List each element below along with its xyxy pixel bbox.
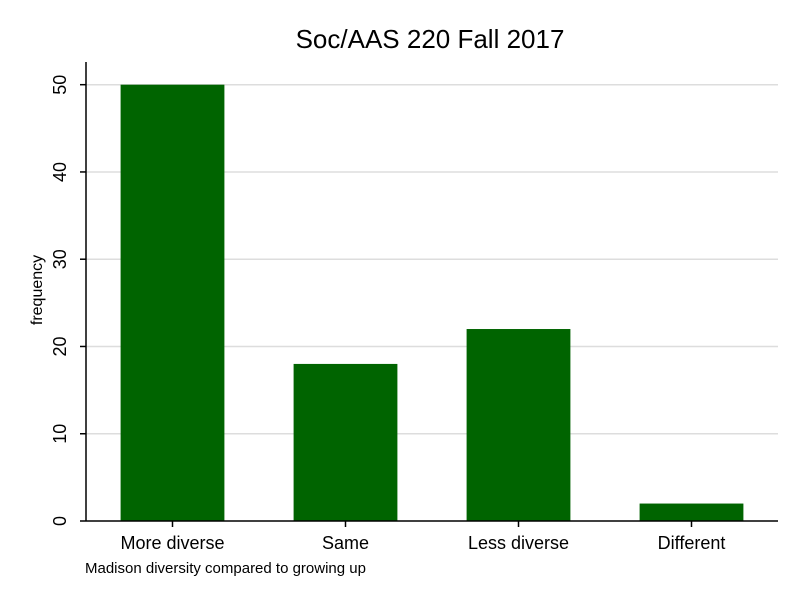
bar-less-diverse <box>466 329 571 521</box>
y-tick-label: 40 <box>50 162 70 182</box>
x-category-label: Different <box>658 533 726 553</box>
chart-title: Soc/AAS 220 Fall 2017 <box>296 24 565 54</box>
y-axis-title: frequency <box>29 255 46 325</box>
y-tick-label: 20 <box>50 336 70 356</box>
bar-more-diverse <box>120 84 225 522</box>
y-tick-label: 10 <box>50 424 70 444</box>
axes <box>85 62 778 522</box>
x-category-label: Same <box>322 533 369 553</box>
bar-different <box>639 503 744 521</box>
x-axis-title: Madison diversity compared to growing up <box>85 560 366 577</box>
y-axis-ticks: 0 10 20 30 40 50 <box>50 75 86 526</box>
y-tick-label: 0 <box>50 516 70 526</box>
bar-same <box>293 363 398 521</box>
x-category-label: More diverse <box>120 533 224 553</box>
x-category-label: Less diverse <box>468 533 569 553</box>
y-tick-label: 30 <box>50 249 70 269</box>
x-axis-categories: More diverse Same Less diverse Different <box>120 521 725 553</box>
y-tick-label: 50 <box>50 75 70 95</box>
bars <box>120 84 744 522</box>
